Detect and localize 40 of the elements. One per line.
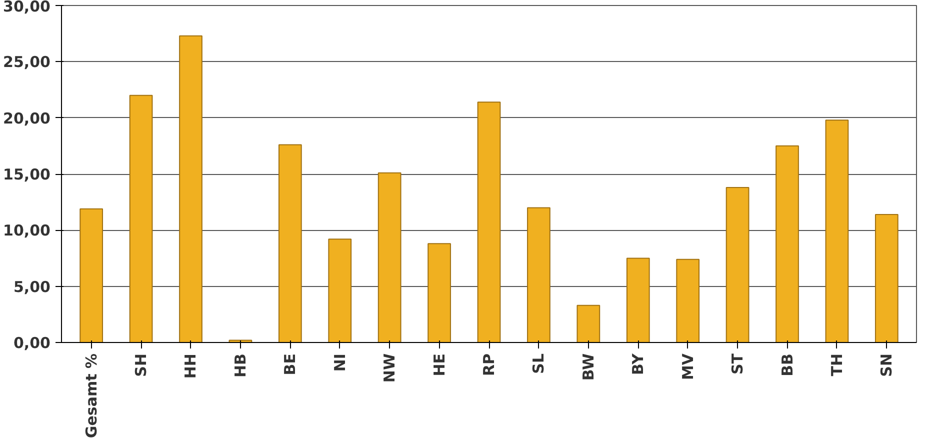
bar	[428, 243, 451, 342]
x-tick-label: SL	[530, 353, 548, 374]
bar	[825, 120, 849, 342]
y-tick-label: 30,00	[3, 0, 51, 16]
x-tick-label: RP	[480, 353, 498, 376]
x-tick-label: MV	[678, 353, 697, 380]
bar	[179, 35, 202, 342]
bar	[378, 172, 402, 342]
bar	[626, 258, 650, 342]
x-tick-label: BE	[281, 353, 300, 376]
bar	[576, 304, 600, 342]
bar	[80, 208, 104, 342]
bar	[129, 94, 153, 342]
bar	[676, 258, 700, 342]
x-tick-label: BB	[778, 353, 796, 376]
y-tick-label: 25,00	[3, 53, 51, 72]
x-tick-label: SH	[132, 354, 150, 377]
x-tick-label: HE	[430, 353, 448, 376]
y-tick-label: 15,00	[3, 166, 51, 184]
bar	[527, 207, 550, 342]
bar	[776, 145, 799, 342]
y-tick-label: 0,00	[13, 334, 51, 352]
y-tick-label: 5,00	[13, 278, 51, 296]
x-tick-label: SN	[878, 354, 896, 377]
y-tick-label: 20,00	[3, 109, 51, 128]
x-tick-label: NW	[380, 353, 399, 383]
bar	[726, 186, 750, 342]
x-tick-label: NI	[330, 353, 349, 372]
x-tick-label: TH	[828, 353, 846, 376]
x-tick-label: HB	[231, 353, 250, 378]
bar	[328, 238, 352, 342]
x-tick-label: Gesamt %	[82, 353, 100, 438]
bar	[874, 214, 898, 342]
y-tick-label: 10,00	[3, 222, 51, 240]
bar	[278, 144, 302, 342]
x-tick-label: BW	[579, 353, 598, 381]
x-tick-label: HH	[182, 354, 200, 379]
bar	[477, 102, 501, 342]
x-tick-label: ST	[728, 352, 747, 375]
x-tick-label: BY	[629, 352, 648, 375]
